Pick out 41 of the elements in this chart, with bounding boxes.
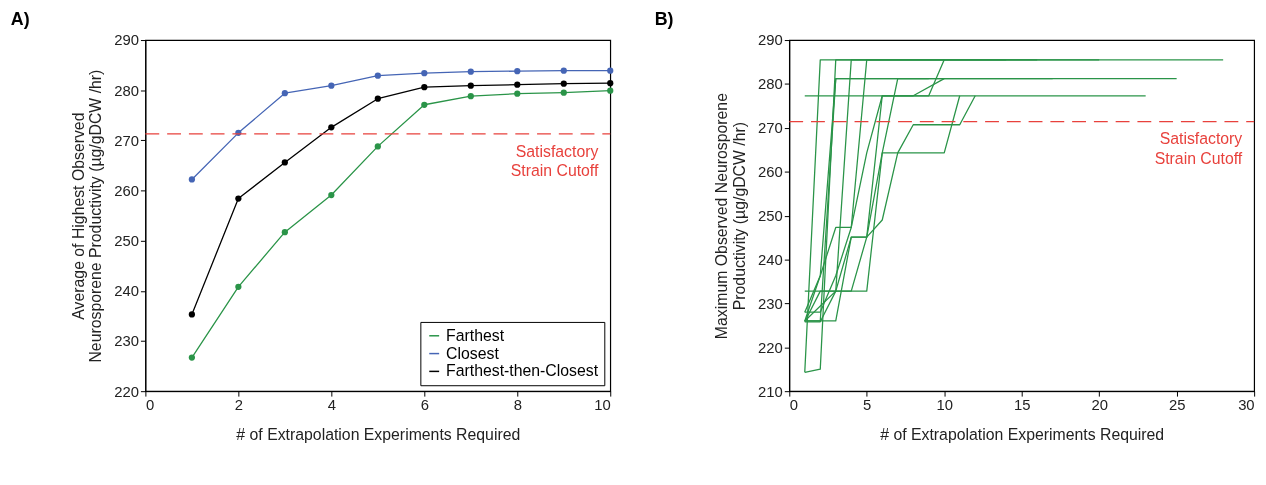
ref-line-label: Satisfactory Strain Cutoff [1154, 130, 1243, 168]
x-tick-label: 15 [1013, 397, 1031, 414]
y-tick-label: 220 [114, 383, 139, 400]
x-axis-title: # of Extrapolation Experiments Required [880, 426, 1165, 444]
y-tick-label: 250 [758, 208, 783, 225]
x-tick-label: 30 [1238, 397, 1255, 414]
x-tick-label: 10 [936, 397, 953, 414]
y-tick-label: 240 [758, 251, 783, 268]
legend-label: Farthest-then-Closest [446, 362, 599, 380]
y-tick-label: 230 [758, 295, 783, 312]
chart-title: A) [10, 9, 30, 30]
x-tick-label: 6 [420, 397, 429, 414]
y-axis-title: Average of Highest Observed Neurosporene Productivity (µg/gDCW /hr) [69, 69, 105, 363]
y-tick-label: 230 [114, 333, 139, 350]
x-tick-label: 5 [863, 397, 872, 414]
y-tick-label: 260 [758, 164, 783, 181]
y-axis-title: Maximum Observed Neurosporene Productivity (µg/gDCW /hr) [713, 92, 749, 340]
y-tick-label: 270 [114, 132, 139, 149]
x-axis-title: # of Extrapolation Experiments Required [236, 426, 521, 444]
y-tick-label: 240 [114, 283, 139, 300]
y-tick-label: 250 [114, 233, 139, 250]
x-tick-label: 4 [327, 397, 336, 414]
y-tick-label: 260 [114, 182, 139, 199]
x-tick-label: 25 [1168, 397, 1186, 414]
x-tick-label: 10 [594, 397, 611, 414]
y-tick-label: 290 [114, 32, 139, 49]
ref-line-label: Satisfactory Strain Cutoff [510, 142, 599, 180]
y-tick-label: 220 [758, 339, 783, 356]
y-tick-label: 280 [114, 82, 139, 99]
legend-label: Closest [446, 344, 500, 362]
y-tick-label: 280 [758, 76, 783, 93]
x-tick-label: 0 [145, 397, 155, 414]
chart-title: B) [654, 9, 674, 30]
y-tick-label: 270 [758, 120, 783, 137]
legend-label: Farthest [446, 326, 505, 344]
y-tick-label: 210 [758, 383, 783, 400]
x-tick-label: 0 [789, 397, 799, 414]
x-tick-label: 8 [513, 397, 522, 414]
x-tick-label: 20 [1091, 397, 1108, 414]
x-tick-label: 2 [234, 397, 243, 414]
y-tick-label: 290 [758, 32, 783, 49]
